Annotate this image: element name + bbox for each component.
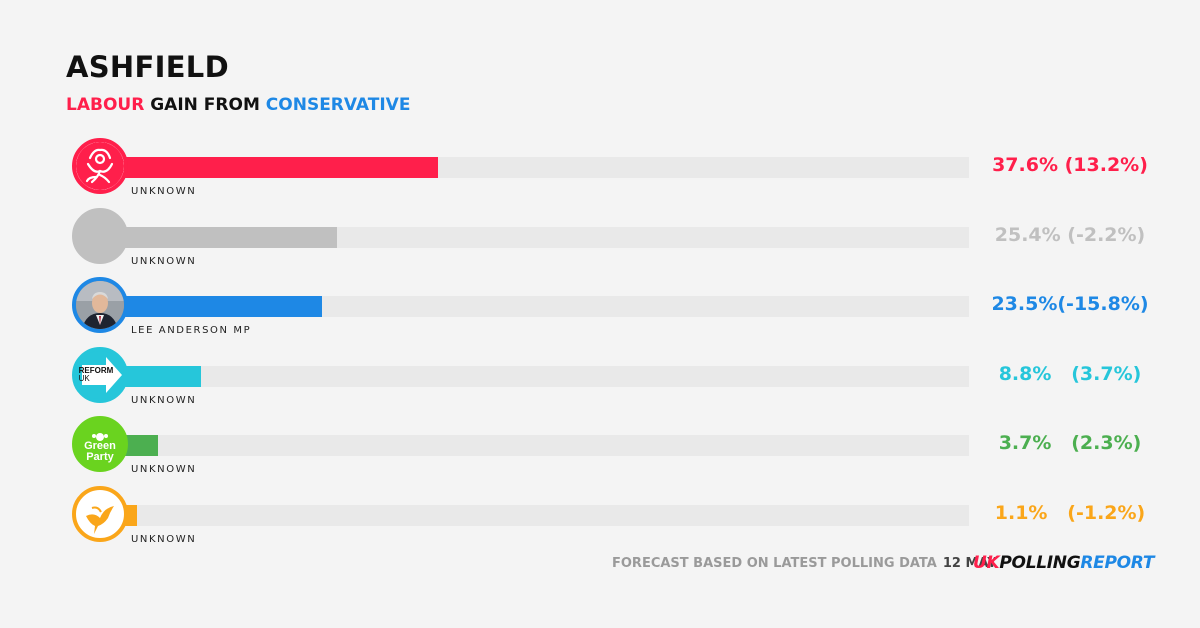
- result-row: UNKNOWN 1.1% (-1.2%): [0, 486, 1200, 559]
- candidate-name: UNKNOWN: [131, 464, 197, 475]
- vote-share-label: 1.1% (-1.2%): [994, 502, 1146, 524]
- subtitle-winner: LABOUR: [66, 95, 145, 115]
- bar-track: [100, 227, 969, 248]
- bar: [100, 227, 338, 248]
- reform-logo-text-1: REFORM: [78, 366, 114, 375]
- brand-part-uk: UK: [973, 553, 1000, 573]
- result-row: UNKNOWN 37.6% (13.2%): [0, 138, 1200, 211]
- page-title: ASHFIELD: [66, 50, 229, 84]
- candidate-name: UNKNOWN: [131, 395, 197, 406]
- bar-track: [100, 366, 969, 387]
- vote-share-label: 25.4% (-2.2%): [994, 224, 1146, 246]
- result-row: UNKNOWN 25.4% (-2.2%): [0, 208, 1200, 281]
- green-logo-text-2: Party: [86, 451, 114, 463]
- bar: [100, 157, 438, 178]
- result-row: LEE ANDERSON MP 23.5%(-15.8%): [0, 277, 1200, 350]
- bar: [100, 296, 322, 317]
- result-row: Green Party UNKNOWN 3.7% (2.3%): [0, 416, 1200, 489]
- labour-rose-icon: [72, 138, 128, 194]
- independent-grey-icon: [72, 208, 128, 264]
- reform-uk-icon: REFORM UK: [72, 347, 128, 403]
- vote-share-label: 37.6% (13.2%): [992, 154, 1148, 176]
- forecast-date: 12 MAY: [942, 556, 997, 571]
- lib-dem-bird-icon: [72, 486, 128, 542]
- bar-track: [100, 505, 969, 526]
- footer-note: FORECAST BASED ON LATEST POLLING DATA 12 …: [612, 556, 997, 571]
- candidate-name: UNKNOWN: [131, 256, 197, 267]
- vote-share-label: 8.8% (3.7%): [998, 363, 1142, 385]
- brand-part-report: REPORT: [1080, 553, 1155, 573]
- bar-track: [100, 157, 969, 178]
- bar-track: [100, 296, 969, 317]
- subtitle-connector: GAIN FROM: [144, 95, 266, 115]
- page-subtitle: LABOUR GAIN FROM CONSERVATIVE: [66, 95, 410, 115]
- vote-share-label: 23.5%(-15.8%): [991, 293, 1149, 315]
- brand-part-polling: POLLING: [999, 553, 1081, 573]
- candidate-name: UNKNOWN: [131, 534, 197, 545]
- forecast-note: FORECAST BASED ON LATEST POLLING DATA: [612, 556, 937, 571]
- candidate-photo-icon: [72, 277, 128, 333]
- vote-share-label: 3.7% (2.3%): [998, 432, 1142, 454]
- subtitle-loser: CONSERVATIVE: [265, 95, 411, 115]
- reform-logo-text-2: UK: [78, 374, 90, 383]
- bar-track: [100, 435, 969, 456]
- green-party-icon: Green Party: [72, 416, 128, 472]
- candidate-name: UNKNOWN: [131, 186, 197, 197]
- green-logo-text-1: Green: [84, 440, 116, 452]
- candidate-name: LEE ANDERSON MP: [131, 325, 252, 336]
- brand-logo: UKPOLLINGREPORT: [973, 553, 1154, 573]
- result-row: REFORM UK UNKNOWN 8.8% (3.7%): [0, 347, 1200, 420]
